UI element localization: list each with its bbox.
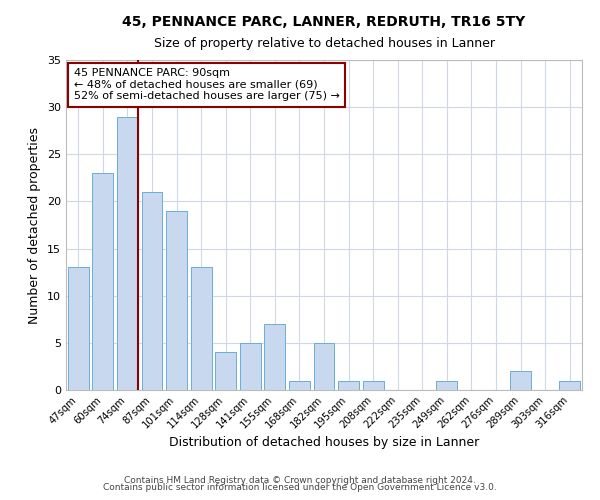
Text: Contains HM Land Registry data © Crown copyright and database right 2024.: Contains HM Land Registry data © Crown c… — [124, 476, 476, 485]
Bar — [68, 268, 89, 390]
Text: 45, PENNANCE PARC, LANNER, REDRUTH, TR16 5TY: 45, PENNANCE PARC, LANNER, REDRUTH, TR16… — [122, 15, 526, 29]
Bar — [289, 380, 310, 390]
Bar — [436, 380, 457, 390]
Bar — [338, 380, 359, 390]
Bar — [362, 380, 383, 390]
Bar — [142, 192, 163, 390]
Bar — [215, 352, 236, 390]
Bar — [92, 173, 113, 390]
Y-axis label: Number of detached properties: Number of detached properties — [28, 126, 41, 324]
X-axis label: Distribution of detached houses by size in Lanner: Distribution of detached houses by size … — [169, 436, 479, 449]
Bar — [240, 343, 261, 390]
Bar — [314, 343, 334, 390]
Bar — [559, 380, 580, 390]
Bar — [265, 324, 286, 390]
Bar — [166, 211, 187, 390]
Text: 45 PENNANCE PARC: 90sqm
← 48% of detached houses are smaller (69)
52% of semi-de: 45 PENNANCE PARC: 90sqm ← 48% of detache… — [74, 68, 340, 102]
Text: Contains public sector information licensed under the Open Government Licence v3: Contains public sector information licen… — [103, 484, 497, 492]
Bar — [191, 268, 212, 390]
Text: Size of property relative to detached houses in Lanner: Size of property relative to detached ho… — [154, 38, 494, 51]
Bar — [510, 371, 531, 390]
Bar — [117, 116, 138, 390]
